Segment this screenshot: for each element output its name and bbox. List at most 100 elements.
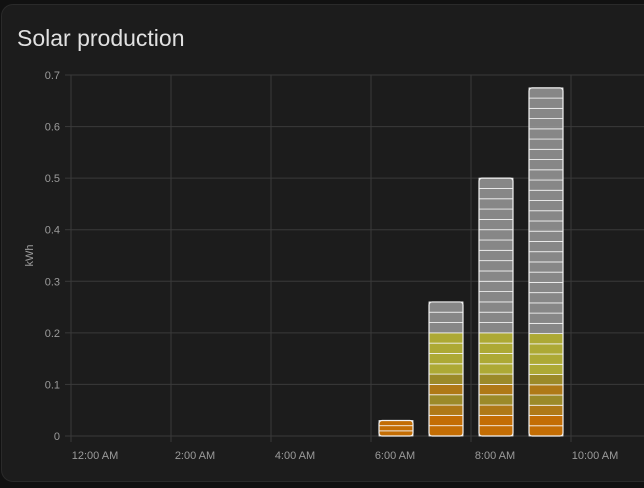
bar-segment: [428, 363, 464, 375]
y-tick-label: 0.7: [45, 70, 60, 82]
bar-segment: [428, 311, 464, 323]
bar-segment: [478, 414, 514, 427]
bar-segment: [478, 291, 514, 303]
bar-segment: [528, 148, 564, 160]
bar-segment: [478, 239, 514, 251]
bar-segment: [428, 342, 464, 354]
bar-700am[interactable]: [428, 301, 464, 437]
y-tick-label: 0.4: [45, 225, 60, 237]
bar-segment: [528, 107, 564, 120]
bar-segment: [528, 138, 564, 150]
bar-segment: [528, 312, 564, 324]
bar-segment: [478, 311, 514, 323]
bar-segment: [478, 177, 514, 189]
bar-outline: [528, 87, 564, 437]
bar-segment: [478, 332, 514, 344]
card-title: Solar production: [17, 25, 185, 51]
y-tick-label: 0.1: [45, 379, 60, 391]
bar-segment: [528, 97, 564, 109]
bar-segment: [528, 374, 564, 386]
x-tick-label: 6:00 AM: [375, 450, 415, 462]
x-tick-label: 2:00 AM: [175, 450, 215, 462]
bar-segment: [478, 363, 514, 375]
bar-segment: [378, 420, 414, 427]
bar-segment: [478, 384, 514, 396]
bar-segment: [528, 251, 564, 263]
bar-segment: [378, 425, 414, 432]
bar-segment: [528, 282, 564, 294]
bar-segment: [478, 260, 514, 272]
bar-segment: [478, 249, 514, 262]
bar-segment: [528, 169, 564, 181]
x-tick-label: 4:00 AM: [275, 450, 315, 462]
bar-segment: [428, 301, 464, 313]
bar-segment: [528, 128, 564, 140]
bar-segment: [478, 353, 514, 365]
bar-segment: [528, 261, 564, 273]
bar-segment: [428, 353, 464, 365]
bar-segment: [528, 118, 564, 130]
bar-segment: [478, 270, 514, 282]
bar-segment: [528, 200, 564, 212]
bar-segment: [528, 425, 564, 437]
bar-segment: [478, 394, 514, 406]
bar-segment: [528, 404, 564, 416]
x-tick-label: 8:00 AM: [475, 450, 515, 462]
bar-segment: [528, 210, 564, 222]
bar-segment: [528, 363, 564, 375]
bar-segment: [528, 302, 564, 314]
bar-600am[interactable]: [378, 419, 414, 437]
bar-segment: [478, 425, 514, 437]
bar-outline: [478, 177, 514, 437]
bar-segment: [478, 218, 514, 231]
bar-segment: [528, 384, 564, 396]
bar-segment: [478, 342, 514, 354]
bar-segment: [428, 425, 464, 437]
bar-segment: [478, 301, 514, 313]
bar-900am[interactable]: [528, 87, 564, 437]
x-tick-label: 12:00 AM: [72, 450, 118, 462]
bar-outline: [378, 419, 414, 437]
bar-segment: [528, 394, 564, 406]
bar-segment: [428, 322, 464, 334]
bar-segment: [528, 292, 564, 304]
bar-segment: [528, 189, 564, 201]
y-axis-label: kWh: [24, 245, 36, 267]
bar-segment: [528, 159, 564, 171]
bar-segment: [428, 414, 464, 427]
bar-segment: [528, 415, 564, 427]
bar-segment: [478, 198, 514, 210]
bar-segment: [478, 208, 514, 220]
bar-segment: [428, 394, 464, 406]
bar-segment: [428, 384, 464, 396]
bar-segment: [478, 280, 514, 292]
y-tick-label: 0: [54, 431, 60, 443]
bar-segment: [478, 322, 514, 334]
bar-segment: [478, 404, 514, 416]
bar-segment: [528, 322, 564, 335]
bar-segment: [528, 220, 564, 232]
y-tick-label: 0.2: [45, 328, 60, 340]
bar-segment: [528, 333, 564, 345]
y-tick-label: 0.6: [45, 122, 60, 134]
bar-segment: [528, 230, 564, 242]
bar-segment: [428, 332, 464, 344]
y-tick-label: 0.5: [45, 173, 60, 185]
bar-segment: [478, 373, 514, 385]
bar-segment: [528, 179, 564, 191]
bar-outline: [428, 301, 464, 437]
x-tick-label: 10:00 AM: [572, 450, 618, 462]
bar-segment: [428, 373, 464, 385]
bar-segment: [478, 188, 514, 200]
bar-800am[interactable]: [478, 177, 514, 437]
bar-segment: [528, 241, 564, 253]
bar-segment: [528, 87, 564, 99]
y-tick-label: 0.3: [45, 276, 60, 288]
bar-segment: [378, 430, 414, 437]
bar-segment: [478, 229, 514, 241]
bar-segment: [528, 353, 564, 365]
bar-segment: [428, 404, 464, 416]
bar-segment: [528, 343, 564, 355]
bar-segment: [528, 271, 564, 283]
